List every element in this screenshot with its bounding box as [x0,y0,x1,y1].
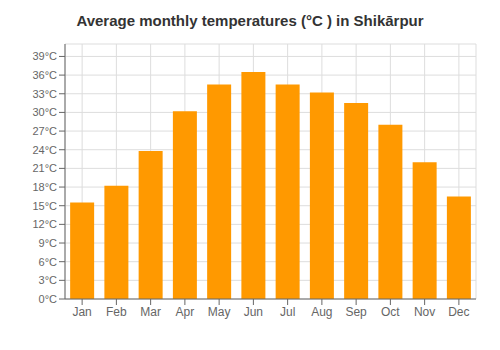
svg-text:18°C: 18°C [32,181,57,193]
svg-text:24°C: 24°C [32,144,57,156]
svg-text:May: May [208,305,231,319]
svg-text:9°C: 9°C [39,237,58,249]
svg-text:21°C: 21°C [32,162,57,174]
svg-text:Feb: Feb [106,305,127,319]
svg-text:Jun: Jun [244,305,263,319]
svg-text:Mar: Mar [140,305,161,319]
svg-text:Sep: Sep [345,305,367,319]
svg-text:39°C: 39°C [32,50,57,62]
svg-text:3°C: 3°C [39,274,58,286]
svg-text:Nov: Nov [414,305,435,319]
html-text:Average monthly temperatures (: Average monthly temperatures (°C ) in Sh… [76,12,424,29]
svg-text:0°C: 0°C [39,293,58,305]
svg-text:27°C: 27°C [32,125,57,137]
svg-text:15°C: 15°C [32,200,57,212]
svg-text:Aug: Aug [311,305,332,319]
svg-text:Jul: Jul [280,305,295,319]
svg-text:6°C: 6°C [39,256,58,268]
svg-text:36°C: 36°C [32,69,57,81]
svg-text:Jan: Jan [72,305,91,319]
svg-text:12°C: 12°C [32,218,57,230]
svg-text:Dec: Dec [448,305,469,319]
svg-text:Oct: Oct [381,305,400,319]
svg-text:33°C: 33°C [32,88,57,100]
svg-text:30°C: 30°C [32,106,57,118]
svg-text:Apr: Apr [176,305,195,319]
